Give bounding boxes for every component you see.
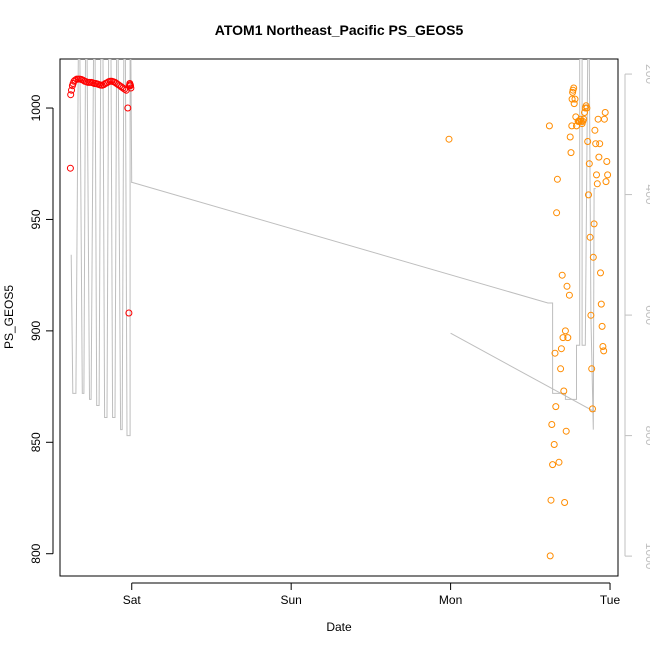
data-point-series-1 <box>594 115 602 123</box>
data-point-series-1 <box>566 133 574 141</box>
data-point-series-1 <box>551 349 559 357</box>
data-point-series-1 <box>589 405 596 413</box>
data-point-series-1 <box>558 271 566 279</box>
y-tick-label: 850 <box>29 432 43 452</box>
data-point-series-1 <box>562 427 570 435</box>
data-point-series-1 <box>561 499 569 506</box>
axes-layer: Sat Sun Mon Tue 800 850 900 950 1000 200 400 600 800… <box>29 64 650 607</box>
data-point-series-1 <box>588 365 596 373</box>
x-tick-label: Tue <box>600 593 621 607</box>
data-point-series-1 <box>563 282 571 290</box>
data-point-series-1 <box>597 269 604 277</box>
data-point-series-1 <box>557 345 565 353</box>
data-point-series-1 <box>587 311 595 319</box>
data-point-series-0 <box>124 104 132 112</box>
data-point-series-1 <box>560 387 568 395</box>
y-tick-label: 1000 <box>29 94 43 121</box>
data-point-series-1 <box>599 343 607 350</box>
x-tick-label: Mon <box>439 593 462 607</box>
y2-tick-label: 1000 <box>643 543 650 570</box>
data-point-series-1 <box>583 104 591 112</box>
data-point-series-1 <box>600 347 608 355</box>
altitude-line-segment-0 <box>70 59 133 437</box>
data-point-series-1 <box>590 220 598 228</box>
data-point-series-1 <box>597 300 605 308</box>
data-point-series-0 <box>126 81 134 89</box>
data-point-series-1 <box>593 180 601 188</box>
data-point-series-1 <box>602 178 610 186</box>
altitude-line-segment-1 <box>132 59 596 430</box>
data-point-series-1 <box>565 291 573 299</box>
y2-tick-label: 600 <box>643 305 650 325</box>
x-tick-label: Sat <box>123 593 142 607</box>
data-point-series-1 <box>547 496 555 504</box>
data-point-series-1 <box>585 160 593 168</box>
x-axis-title: Date <box>326 620 352 634</box>
data-point-series-1 <box>559 334 567 342</box>
data-point-series-1 <box>445 135 453 143</box>
data-point-series-1 <box>568 122 576 130</box>
data-point-series-0 <box>67 91 75 99</box>
data-point-series-1 <box>564 334 572 342</box>
data-point-series-1 <box>570 100 578 108</box>
data-point-series-0 <box>103 79 111 87</box>
data-point-series-1 <box>568 95 576 103</box>
data-point-series-1 <box>592 140 600 148</box>
x-tick-label: Sun <box>280 593 301 607</box>
data-point-series-0 <box>66 164 74 172</box>
data-point-series-1 <box>546 552 554 560</box>
y2-tick-label: 200 <box>643 64 650 84</box>
data-point-series-1 <box>589 253 597 261</box>
chart-title: ATOM1 Northeast_Pacific PS_GEOS5 <box>215 22 464 38</box>
data-point-series-1 <box>552 403 560 411</box>
data-point-series-1 <box>600 115 608 123</box>
data-point-series-1 <box>596 140 604 148</box>
data-point-series-0 <box>68 86 75 94</box>
data-point-series-1 <box>557 365 565 373</box>
data-point-series-1 <box>584 138 592 145</box>
data-point-series-1 <box>604 171 612 179</box>
data-point-series-1 <box>591 126 599 134</box>
data-point-series-1 <box>555 458 563 466</box>
data-point-series-1 <box>595 153 603 161</box>
altitude-line-layer <box>70 59 596 437</box>
data-point-series-1 <box>570 84 578 92</box>
points-layer <box>66 75 612 560</box>
data-point-series-1 <box>548 421 556 428</box>
data-point-series-1 <box>603 158 611 165</box>
data-point-series-1 <box>553 175 561 183</box>
data-point-series-1 <box>561 327 569 335</box>
data-point-series-1 <box>549 461 557 469</box>
data-point-series-1 <box>550 441 558 448</box>
data-point-series-1 <box>580 115 588 123</box>
y-tick-label: 800 <box>29 543 43 563</box>
data-point-series-1 <box>553 209 561 217</box>
data-point-series-0 <box>125 82 133 90</box>
data-point-series-1 <box>586 233 594 241</box>
y-tick-label: 900 <box>29 321 43 341</box>
data-point-series-1 <box>545 122 553 130</box>
data-point-series-0 <box>125 309 133 317</box>
data-point-series-1 <box>601 109 609 116</box>
y2-tick-label: 800 <box>643 426 650 446</box>
plot-area-border <box>59 58 619 577</box>
y-axis-title: PS_GEOS5 <box>2 285 16 349</box>
data-point-series-1 <box>593 171 600 179</box>
data-point-series-1 <box>571 95 579 103</box>
y2-tick-label: 400 <box>643 185 650 205</box>
data-point-series-1 <box>585 191 592 199</box>
y-tick-label: 950 <box>29 209 43 229</box>
data-point-series-1 <box>567 149 575 157</box>
data-point-series-1 <box>598 322 606 330</box>
